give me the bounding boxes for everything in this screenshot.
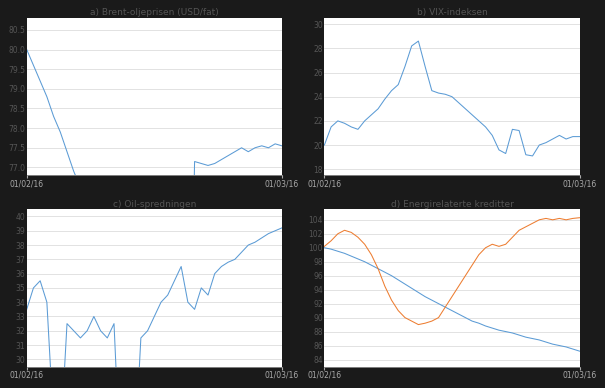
Title: c) Oil-spredningen: c) Oil-spredningen [113,199,196,209]
Title: d) Energirelaterte kreditter: d) Energirelaterte kreditter [391,199,514,209]
Title: b) VIX-indeksen: b) VIX-indeksen [417,8,488,17]
Title: a) Brent-oljeprisen (USD/fat): a) Brent-oljeprisen (USD/fat) [90,8,218,17]
